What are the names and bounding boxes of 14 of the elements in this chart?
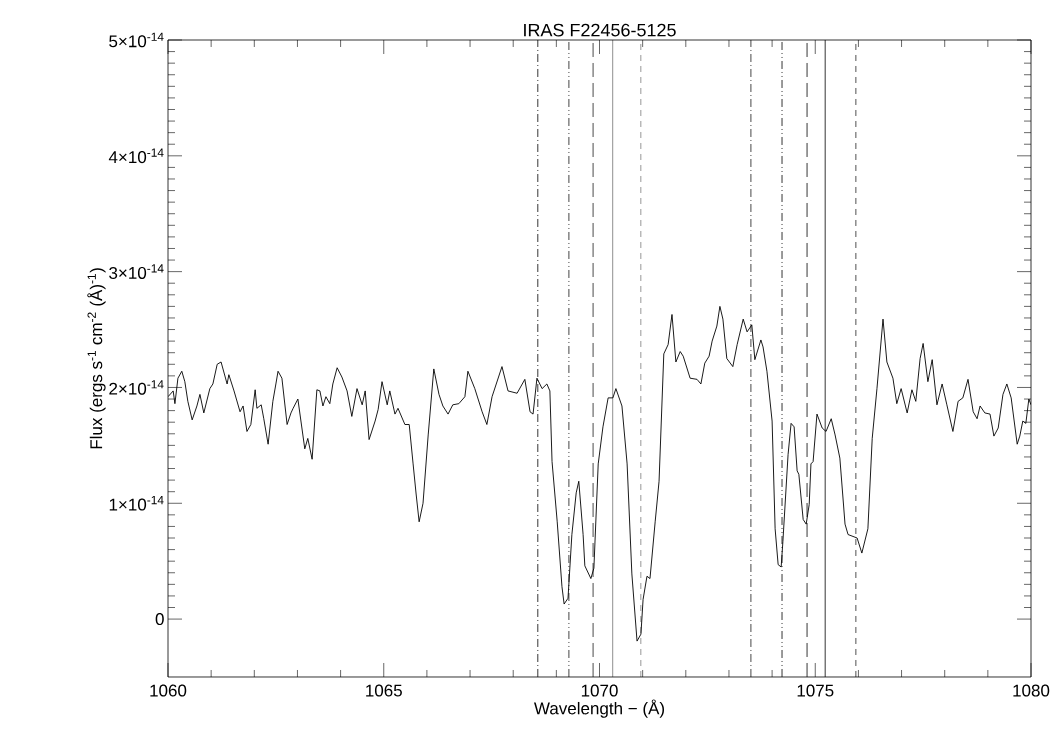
y-tick-label: 1×10$^{-14}$	[109, 495, 164, 511]
chart-title: IRAS F22456-5125	[524, 23, 676, 37]
y-tick-label: 4×10$^{-14}$	[108, 148, 164, 164]
x-tick-label: 1060	[150, 684, 187, 697]
y-tick-label: 0	[155, 613, 164, 626]
y-tick-label: 3×10$^{-14}$	[109, 264, 164, 279]
x-axis-title: Wavelength − (Å)	[533, 699, 665, 718]
x-tick-label: 1080	[1013, 684, 1050, 697]
y-axis-title: Flux (ergs s$^{-1}$ cm$^{-2}$ (Å)$^{-1}$)	[87, 268, 106, 449]
y-tick-label: 5×10$^{-14}$	[109, 32, 164, 48]
x-tick-label: 1075	[797, 684, 834, 697]
y-tick-label: 2×10$^{-14}$	[109, 380, 164, 395]
x-tick-label: 1070	[581, 684, 618, 697]
x-tick-label: 1065	[366, 684, 402, 697]
